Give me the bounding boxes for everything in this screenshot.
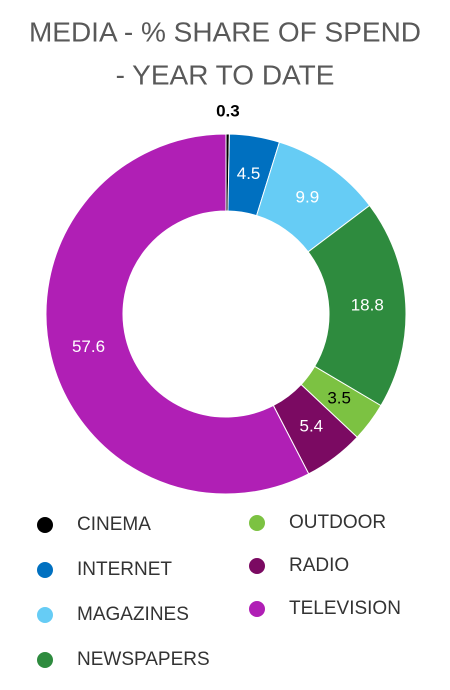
data-label: 9.9	[296, 188, 320, 207]
legend-marker	[249, 601, 265, 617]
data-label: 57.6	[72, 337, 105, 356]
data-label: 0.3	[216, 101, 240, 120]
data-label: 5.4	[299, 416, 323, 435]
legend-marker	[249, 515, 265, 531]
chart-title: - YEAR TO DATE	[116, 59, 335, 90]
legend-label: RADIO	[289, 555, 349, 576]
data-label: 3.5	[327, 388, 351, 407]
legend-marker	[37, 517, 53, 533]
chart-title: MEDIA - % SHARE OF SPEND	[29, 16, 421, 47]
legend-label: CINEMA	[77, 514, 151, 535]
legend-label: INTERNET	[77, 559, 172, 580]
data-label: 18.8	[351, 295, 384, 314]
legend-marker	[37, 652, 53, 668]
legend-label: TELEVISION	[289, 598, 401, 619]
legend-marker	[249, 558, 265, 574]
donut-slice	[307, 204, 407, 407]
legend-label: MAGAZINES	[77, 604, 189, 625]
data-label: 4.5	[237, 164, 261, 183]
legend-marker	[37, 562, 53, 578]
donut-slice	[45, 133, 310, 495]
legend-label: NEWSPAPERS	[77, 649, 210, 670]
legend-marker	[37, 607, 53, 623]
legend-label: OUTDOOR	[289, 512, 386, 533]
